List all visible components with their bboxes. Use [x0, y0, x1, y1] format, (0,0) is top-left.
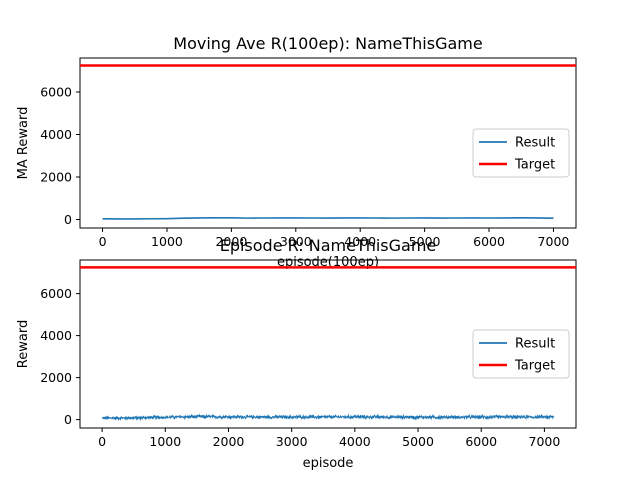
y-tick-label: 2000 — [40, 170, 72, 185]
y-tick-label: 0 — [64, 212, 72, 227]
plot-area — [79, 57, 577, 229]
y-axis-label: Reward — [16, 320, 31, 368]
x-tick-label: 1000 — [149, 434, 181, 449]
x-tick-label: 7000 — [529, 434, 561, 449]
x-tick-label: 2000 — [215, 234, 247, 249]
plot-series-group — [80, 64, 576, 220]
episode-reward-chart: Episode R: NameThisGame Reward episode 0… — [16, 236, 577, 471]
chart-title: Episode R: NameThisGame — [220, 236, 437, 255]
x-tick-label: 4000 — [344, 234, 376, 249]
legend-label: Result — [515, 136, 555, 151]
x-tick-label: 0 — [99, 234, 107, 249]
y-tick-label: 4000 — [40, 328, 72, 343]
x-axis-label: episode — [303, 456, 354, 471]
x-tick-label: 1000 — [151, 234, 183, 249]
legend-label: Target — [514, 359, 555, 374]
result-line — [101, 413, 555, 422]
x-tick-label: 3000 — [276, 434, 308, 449]
x-tick-label: 5000 — [409, 234, 441, 249]
plot-area — [79, 259, 577, 429]
x-tick-label: 2000 — [213, 434, 245, 449]
x-tick-label: 5000 — [402, 434, 434, 449]
x-tick-label: 6000 — [465, 434, 497, 449]
legend: Result Target — [472, 128, 570, 178]
y-tick-label: 6000 — [40, 85, 72, 100]
x-tick-label: 4000 — [339, 434, 371, 449]
x-tick-label: 3000 — [280, 234, 312, 249]
y-tick-label: 4000 — [40, 127, 72, 142]
chart-title: Moving Ave R(100ep): NameThisGame — [173, 34, 482, 53]
plot-series-group — [80, 266, 576, 422]
y-tick-label: 0 — [64, 412, 72, 427]
x-tick-label: 6000 — [473, 234, 505, 249]
ma-reward-chart: Moving Ave R(100ep): NameThisGame MA Rew… — [16, 34, 577, 270]
legend-label: Target — [514, 158, 555, 173]
x-tick-label: 0 — [98, 434, 106, 449]
legend-label: Result — [515, 337, 555, 352]
y-tick-label: 6000 — [40, 286, 72, 301]
y-tick-label: 2000 — [40, 370, 72, 385]
result-line — [102, 216, 554, 220]
legend: Result Target — [472, 329, 570, 379]
y-axis-label: MA Reward — [16, 107, 31, 180]
x-tick-label: 7000 — [538, 234, 570, 249]
